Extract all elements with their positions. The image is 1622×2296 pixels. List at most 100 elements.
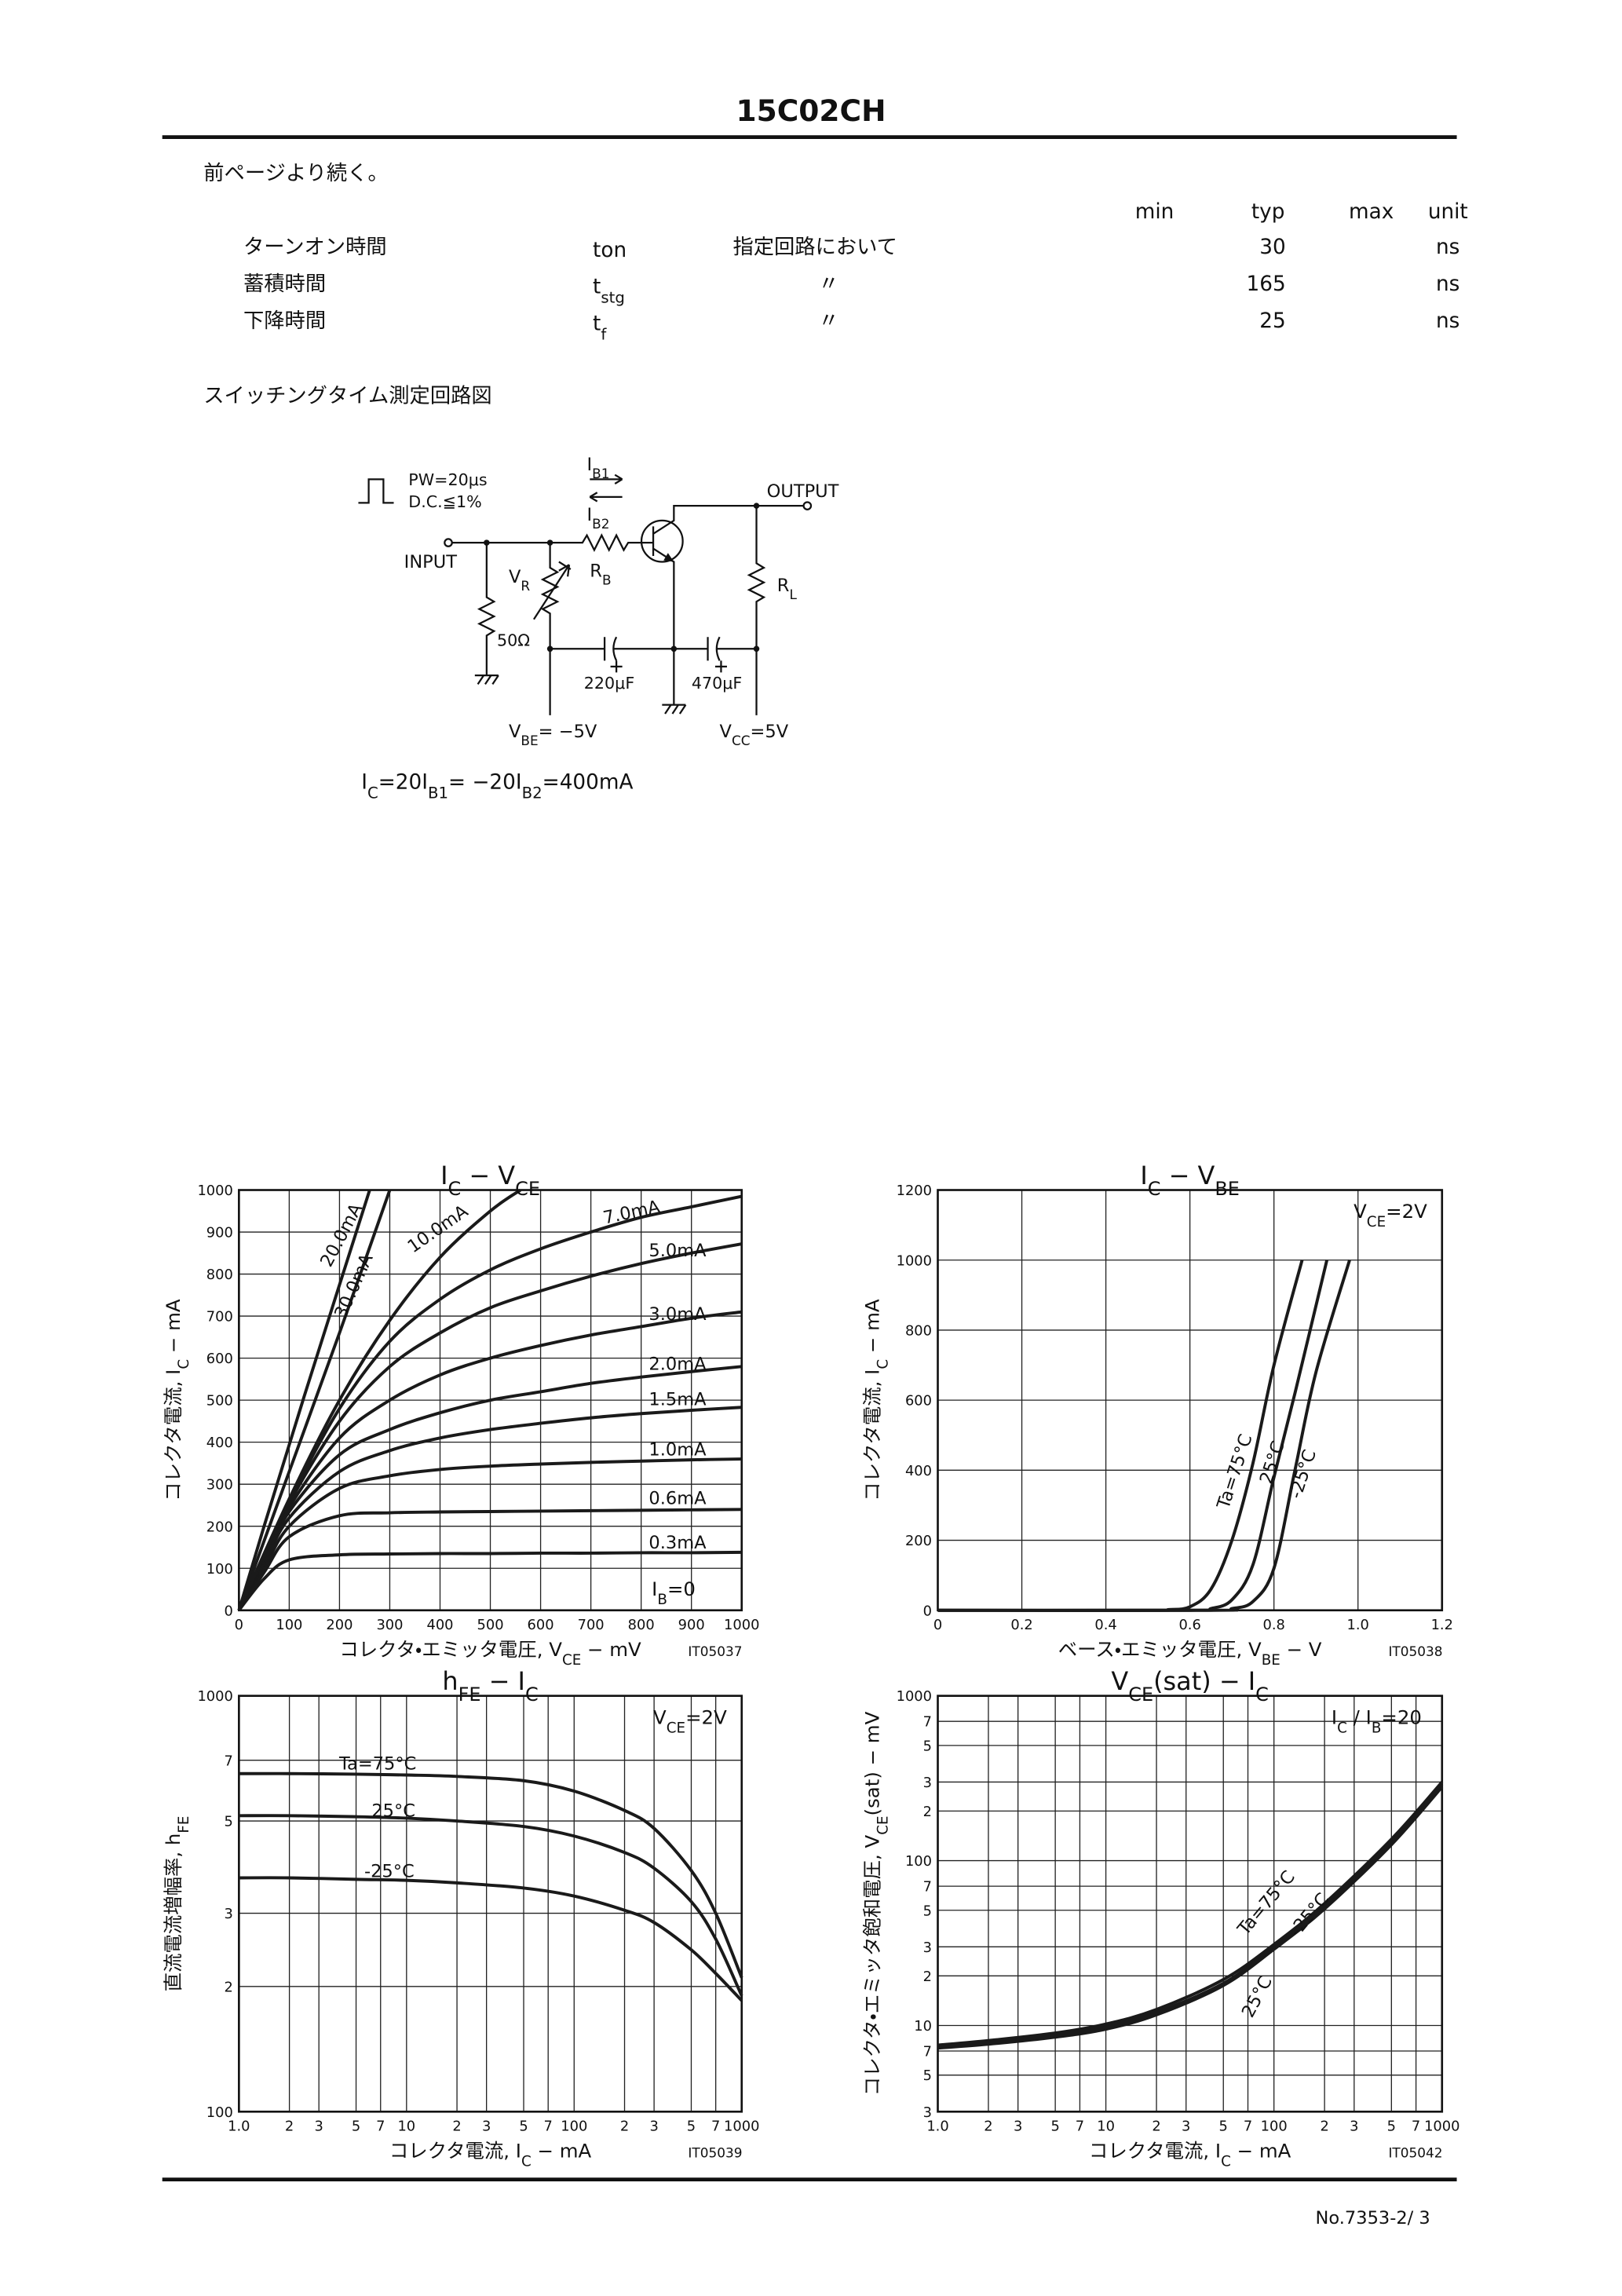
subscript: CE xyxy=(1367,1214,1386,1230)
y-tick-label: 1000 xyxy=(897,1688,932,1705)
figure-code: IT05042 xyxy=(1388,2144,1442,2160)
curve xyxy=(237,1188,522,1611)
section-title: スイッチングタイム測定回路図 xyxy=(203,385,491,408)
curve xyxy=(237,1310,742,1611)
y-tick-label: 7 xyxy=(224,1753,232,1769)
subscript: B1 xyxy=(428,784,448,802)
param-symbol: ton xyxy=(593,239,627,262)
text-run: V xyxy=(1353,1200,1367,1223)
subscript: C xyxy=(1148,1178,1161,1200)
text-run: I xyxy=(652,1578,657,1600)
text-run: − V xyxy=(1161,1161,1215,1190)
text-run: (sat) − mV xyxy=(860,1711,883,1815)
text-run: V xyxy=(653,1706,667,1728)
curve-label: 0.6mA xyxy=(648,1489,707,1509)
subscript: B2 xyxy=(522,784,542,802)
text-run: − mV xyxy=(581,1638,641,1661)
param-symbol: tf xyxy=(593,313,607,344)
curve xyxy=(937,1781,1444,2047)
text-run: =5V xyxy=(751,722,789,742)
resistor-50 xyxy=(477,543,496,676)
page-title: 15C02CH xyxy=(736,93,886,128)
subscript: f xyxy=(601,325,607,343)
text-run: コレクタ電流, I xyxy=(860,1369,883,1501)
text-run: =20I xyxy=(378,771,428,795)
curve-label: 5.0mA xyxy=(648,1241,707,1261)
x-tick-label: 2 xyxy=(620,2119,629,2135)
column-header: typ xyxy=(1251,200,1285,224)
text-run: V xyxy=(720,722,732,742)
y-tick-label: 700 xyxy=(206,1309,233,1325)
x-tick-label: 5 xyxy=(519,2119,528,2135)
curve xyxy=(237,1508,742,1611)
x-tick-label: 500 xyxy=(477,1617,504,1633)
subscript: C xyxy=(1221,2153,1231,2170)
text-run: 直流電流増幅率, h xyxy=(162,1834,184,1992)
subscript: BE xyxy=(521,733,538,748)
condition: 指定回路において xyxy=(732,236,897,259)
text-run: R xyxy=(777,576,790,596)
curve xyxy=(937,1786,1444,2050)
typ-value: 30 xyxy=(1259,236,1285,259)
y-tick-label: 7 xyxy=(923,1714,932,1731)
text-run: =20 xyxy=(1381,1706,1422,1728)
subscript: C xyxy=(176,1359,192,1369)
text-run: t xyxy=(593,313,601,336)
curve-label: 3.0mA xyxy=(648,1304,707,1325)
circuit-label: 220μF xyxy=(584,674,634,693)
subscript: B2 xyxy=(592,516,609,532)
x-tick-label: 100 xyxy=(561,2119,587,2135)
input-terminal xyxy=(444,538,453,547)
x-tick-label: 1.0 xyxy=(228,2119,250,2135)
text-run: V xyxy=(509,722,521,742)
x-tick-label: 0.2 xyxy=(1010,1617,1032,1633)
resistor-vr xyxy=(540,543,560,715)
x-tick-label: 1.0 xyxy=(1347,1617,1369,1633)
x-axis-label: コレクタ電流, IC − mA xyxy=(1089,2139,1291,2169)
annotation: IB=0 xyxy=(652,1578,696,1608)
y-tick-label: 1000 xyxy=(197,1183,232,1199)
unit: ns xyxy=(1436,272,1459,296)
x-tick-label: 0.6 xyxy=(1178,1617,1200,1633)
chart: 1.0 2 3 5 7 10 2 3 5 7 100 2 3 5 7 10003571023571002357… xyxy=(860,1666,1459,2170)
circuit-label: IB1 xyxy=(587,455,610,481)
subscript: R xyxy=(521,578,530,594)
curve xyxy=(239,1814,743,1997)
y-tick-label: 3 xyxy=(224,1906,232,1922)
curve-label: 10.0mA xyxy=(404,1201,472,1257)
y-tick-label: 300 xyxy=(206,1477,233,1493)
ground xyxy=(474,674,499,686)
circuit-label: OUTPUT xyxy=(767,481,839,502)
subscript: C xyxy=(448,1178,462,1200)
x-tick-label: 1000 xyxy=(724,1617,759,1633)
x-tick-label: 2 xyxy=(1320,2119,1328,2135)
curve xyxy=(237,1189,371,1611)
text-run: I xyxy=(361,771,367,795)
param-symbol: tstg xyxy=(593,276,625,307)
x-tick-label: 1.0 xyxy=(926,2119,948,2135)
x-tick-label: 200 xyxy=(326,1617,353,1633)
text-run: − V xyxy=(1280,1638,1322,1661)
junction xyxy=(753,503,760,509)
circuit-label: 50Ω xyxy=(497,631,530,650)
plot-frame xyxy=(238,1189,743,1612)
curve xyxy=(937,1260,1351,1612)
subscript: CE xyxy=(1128,1684,1153,1706)
y-tick-label: 500 xyxy=(206,1393,233,1409)
x-tick-label: 2 xyxy=(1152,2119,1160,2135)
x-tick-label: 700 xyxy=(578,1617,605,1633)
x-tick-label: 2 xyxy=(452,2119,461,2135)
curve-label: 25°C xyxy=(1256,1439,1289,1486)
plot-frame xyxy=(238,1695,743,2113)
subscript: stg xyxy=(601,288,625,306)
y-tick-label: 2 xyxy=(224,1979,232,1995)
chart-title: VCE(sat) − IC xyxy=(1111,1666,1268,1706)
y-tick-label: 0 xyxy=(923,1603,932,1619)
text-run: コレクタ電流, I xyxy=(1089,2139,1221,2162)
ground xyxy=(662,704,687,715)
x-tick-label: 5 xyxy=(1219,2119,1228,2135)
transistor xyxy=(640,519,684,563)
x-axis-label: コレクタ・エミッタ電圧, VCE − mV xyxy=(339,1638,641,1668)
